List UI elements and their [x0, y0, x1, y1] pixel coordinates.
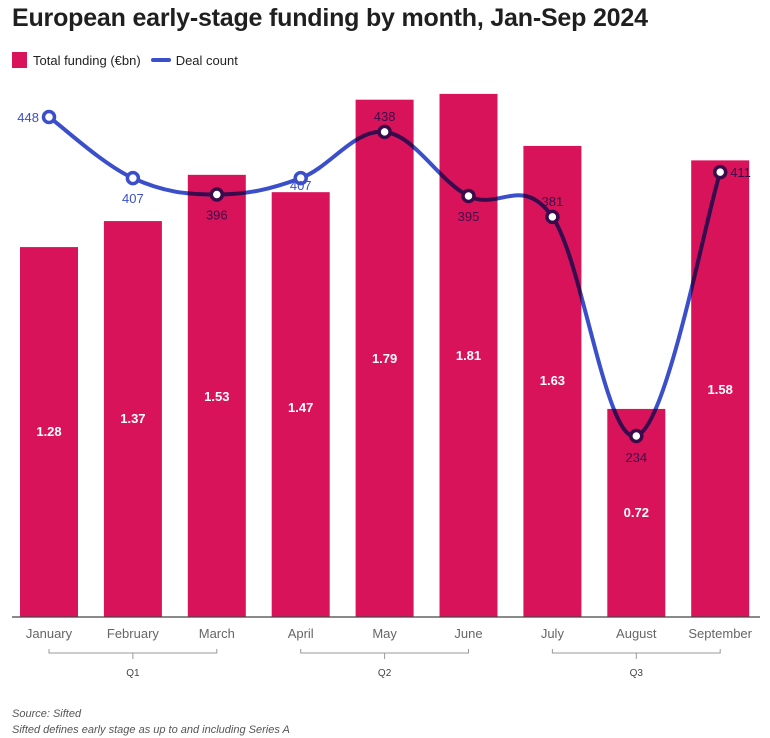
x-tick-label: May	[372, 626, 397, 641]
quarter-bracket	[551, 649, 721, 659]
quarter-bracket	[48, 649, 218, 659]
x-tick-label: February	[107, 626, 160, 641]
bar-august	[607, 408, 666, 617]
deal-count-point	[293, 170, 308, 186]
deal-count-label: 407	[290, 178, 312, 193]
bar-value-label: 1.53	[204, 389, 229, 404]
bar-value-label: 1.37	[120, 411, 145, 426]
deal-count-label: 396	[206, 208, 228, 223]
bar-september	[691, 160, 750, 617]
deal-count-point	[377, 124, 392, 140]
deal-count-label: 411	[730, 165, 751, 180]
bar-july	[523, 145, 582, 617]
quarter-bracket	[300, 649, 469, 659]
bar-march	[187, 174, 246, 617]
bar-value-label: 1.79	[372, 351, 397, 366]
x-tick-label: March	[199, 626, 235, 641]
bar-january	[20, 247, 78, 617]
deal-count-point	[545, 209, 560, 225]
deal-count-point	[712, 164, 728, 180]
deal-count-label: 234	[625, 450, 647, 465]
quarter-label: Q3	[630, 668, 644, 679]
x-tick-label: September	[688, 626, 752, 641]
deal-count-label: 381	[542, 194, 564, 209]
source-note: Source: Sifted	[12, 708, 82, 720]
bar-value-label: 0.72	[624, 505, 649, 520]
bar-february	[103, 221, 162, 617]
deal-count-label: 448	[17, 110, 39, 125]
legend: Total funding (€bn) Deal count	[12, 52, 238, 68]
deal-count-label: 395	[458, 209, 480, 224]
legend-label-deals: Deal count	[175, 52, 238, 68]
quarter-label: Q1	[126, 668, 140, 679]
chart-title: European early-stage funding by month, J…	[12, 4, 648, 32]
deal-count-point	[461, 188, 476, 204]
x-tick-label: April	[288, 626, 314, 641]
deal-count-point	[629, 428, 644, 444]
deal-count-point	[41, 109, 57, 125]
legend-label-funding: Total funding (€bn)	[33, 52, 141, 68]
x-tick-label: January	[26, 626, 73, 641]
x-tick-label: July	[541, 626, 565, 641]
legend-swatch-deals	[150, 58, 171, 62]
x-tick-label: June	[454, 626, 482, 641]
x-tick-label: August	[616, 626, 657, 641]
bar-may	[355, 99, 414, 617]
bar-value-label: 1.28	[36, 424, 61, 439]
legend-swatch-funding	[12, 52, 27, 68]
deal-count-point	[209, 187, 225, 202]
bar-april	[271, 192, 330, 618]
bar-value-label: 1.58	[708, 382, 733, 397]
deal-count-point	[125, 170, 141, 186]
bar-value-label: 1.47	[288, 400, 313, 415]
deal-count-label: 438	[374, 109, 396, 124]
deal-count-label: 407	[122, 191, 144, 206]
definition-note: Sifted defines early stage as up to and …	[12, 724, 290, 736]
bar-value-label: 1.63	[540, 373, 565, 388]
quarter-label: Q2	[378, 668, 392, 679]
bar-value-label: 1.81	[456, 348, 481, 363]
